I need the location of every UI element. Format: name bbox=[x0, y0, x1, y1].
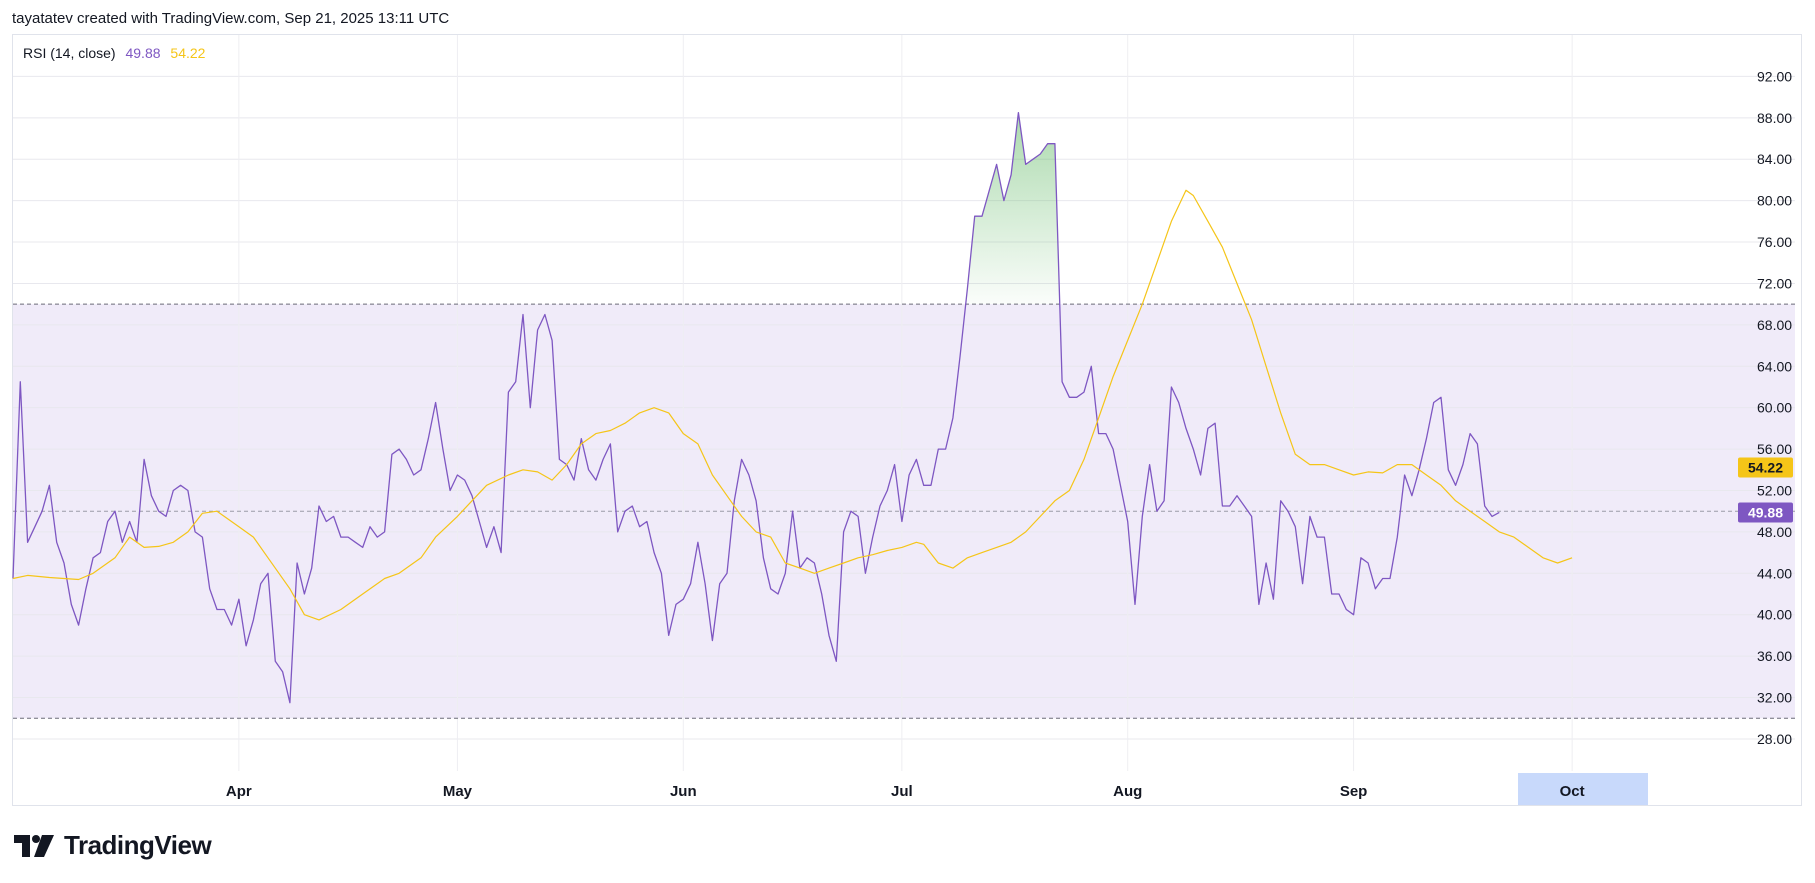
x-tick-label: Jun bbox=[670, 783, 697, 800]
y-tick-label: 68.00 bbox=[1757, 317, 1792, 333]
y-tick-label: 48.00 bbox=[1757, 524, 1792, 540]
rsi-value-badge[interactable] bbox=[1738, 502, 1793, 523]
y-tick-label: 88.00 bbox=[1757, 110, 1792, 126]
ma-value-badge-text: 54.22 bbox=[1748, 460, 1783, 476]
y-tick-label: 72.00 bbox=[1757, 275, 1792, 291]
y-tick-label: 36.00 bbox=[1757, 648, 1792, 664]
x-tick-label: Aug bbox=[1113, 783, 1142, 800]
rsi-ma-line[interactable] bbox=[12, 189, 1573, 621]
x-tick-label: Sep bbox=[1340, 783, 1368, 800]
y-tick-label: 40.00 bbox=[1757, 607, 1792, 623]
x-tick-label: Oct bbox=[1560, 783, 1585, 800]
chart-attribution: tayatatev created with TradingView.com, … bbox=[12, 10, 450, 27]
indicator-legend[interactable]: RSI (14, close) 49.88 54.22 bbox=[23, 45, 205, 61]
y-tick-label: 56.00 bbox=[1757, 441, 1792, 457]
y-tick-label: 84.00 bbox=[1757, 151, 1792, 167]
tradingview-logo-icon bbox=[14, 834, 54, 857]
x-axis-range-highlight[interactable] bbox=[1518, 773, 1648, 805]
y-tick-label: 76.00 bbox=[1757, 234, 1792, 250]
rsi-value-badge-text: 49.88 bbox=[1748, 504, 1783, 520]
x-tick-label: Jul bbox=[891, 783, 913, 800]
y-tick-label: 32.00 bbox=[1757, 690, 1792, 706]
overbought-fill bbox=[965, 112, 1060, 305]
legend-ma-value: 54.22 bbox=[170, 45, 206, 61]
y-tick-label: 60.00 bbox=[1757, 400, 1792, 416]
x-tick-label: Apr bbox=[226, 783, 252, 800]
ma-value-badge[interactable] bbox=[1738, 457, 1793, 478]
tradingview-brand: TradingView bbox=[64, 830, 212, 860]
chart-frame bbox=[12, 34, 1802, 806]
y-tick-label: 52.00 bbox=[1757, 482, 1792, 498]
y-tick-label: 80.00 bbox=[1757, 193, 1792, 209]
y-tick-label: 44.00 bbox=[1757, 565, 1792, 581]
rsi-line[interactable] bbox=[12, 111, 1500, 704]
legend-rsi-value: 49.88 bbox=[125, 45, 161, 61]
y-tick-label: 64.00 bbox=[1757, 358, 1792, 374]
y-tick-label: 92.00 bbox=[1757, 68, 1792, 84]
tradingview-logo[interactable]: TradingView bbox=[14, 830, 212, 861]
legend-indicator-name: RSI (14, close) bbox=[23, 45, 116, 61]
x-tick-label: May bbox=[443, 783, 473, 800]
y-tick-label: 28.00 bbox=[1757, 731, 1792, 747]
